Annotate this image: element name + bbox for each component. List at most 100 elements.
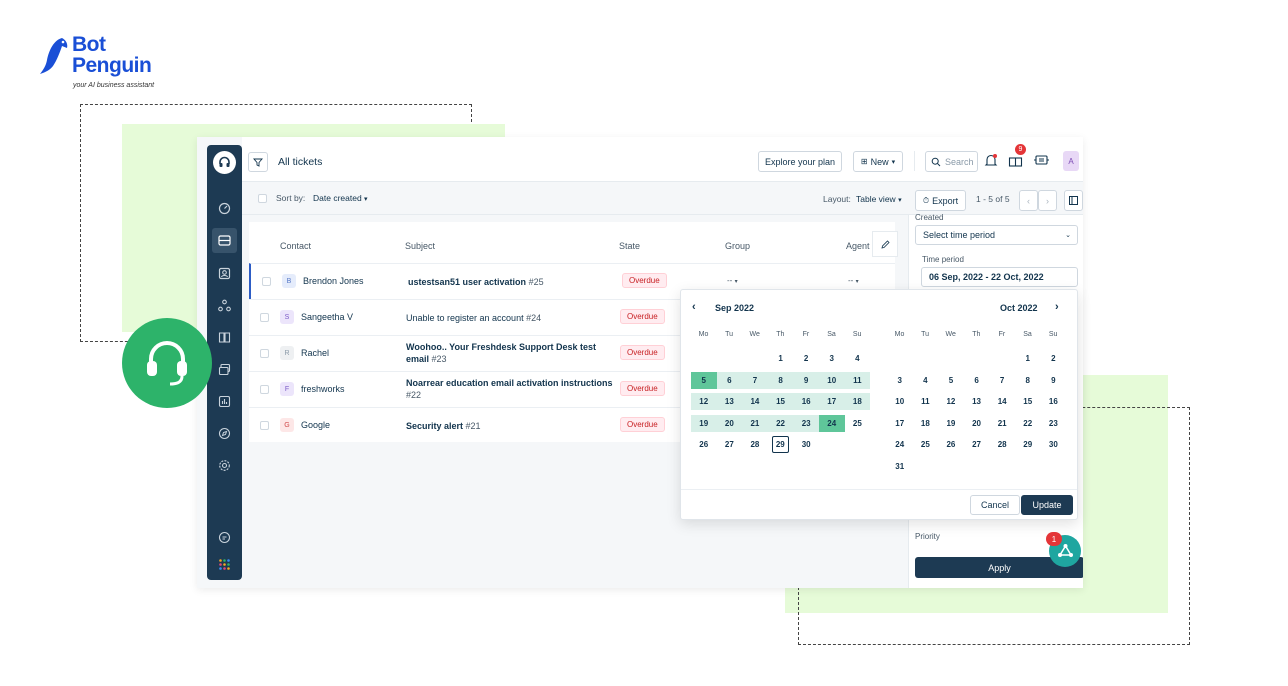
calendar-day[interactable]: 3: [829, 354, 834, 363]
reports-icon[interactable]: [215, 392, 234, 411]
calendar-day[interactable]: 5: [691, 371, 717, 389]
calendar-day[interactable]: 14: [997, 397, 1007, 407]
col-header-state[interactable]: State: [619, 241, 641, 251]
next-month-icon[interactable]: ›: [1055, 301, 1059, 313]
calendar-day[interactable]: 15: [1023, 397, 1033, 407]
calendar-day[interactable]: 1: [1025, 354, 1030, 363]
apps-icon[interactable]: [1033, 153, 1050, 172]
ticket-subject[interactable]: Security alert #21: [406, 420, 621, 432]
calendar-day[interactable]: 17: [895, 418, 905, 428]
calendar-day[interactable]: 17: [819, 393, 845, 411]
calendar-day[interactable]: 10: [895, 397, 905, 407]
col-header-group[interactable]: Group: [725, 241, 751, 251]
calendar-day[interactable]: 21: [997, 418, 1007, 428]
calendar-day[interactable]: 18: [844, 393, 871, 411]
calendar-day[interactable]: 28: [997, 440, 1007, 450]
next-page-button[interactable]: ›: [1038, 190, 1057, 211]
ticket-subject[interactable]: ustestsan51 user activation #25: [408, 276, 623, 288]
export-button[interactable]: ⏱ Export: [915, 190, 966, 211]
calendar-day[interactable]: 29: [771, 436, 789, 454]
calendar-day[interactable]: 16: [793, 393, 819, 411]
ticket-subject[interactable]: Noarrear education email activation inst…: [406, 377, 621, 401]
row-checkbox[interactable]: [260, 385, 269, 394]
calendar-day[interactable]: 30: [1048, 440, 1058, 450]
calendar-day[interactable]: 20: [972, 418, 981, 428]
calendar-day[interactable]: 12: [946, 397, 956, 407]
created-select[interactable]: Select time period ⌄: [915, 225, 1078, 245]
contact-name[interactable]: Sangeetha V: [301, 312, 354, 322]
calendar-day[interactable]: 11: [844, 371, 871, 389]
calendar-day[interactable]: 11: [921, 397, 930, 407]
calendar-day[interactable]: 28: [750, 440, 760, 450]
calendar-day[interactable]: 9: [793, 371, 819, 389]
row-checkbox[interactable]: [260, 349, 269, 358]
row-checkbox[interactable]: [260, 313, 269, 322]
dashboard-icon[interactable]: [215, 199, 234, 218]
calendar-day[interactable]: 7: [742, 371, 768, 389]
calendar-day[interactable]: 8: [1025, 375, 1030, 385]
calendar-day[interactable]: 22: [767, 414, 794, 432]
calendar-day[interactable]: 27: [972, 440, 981, 450]
contacts-icon[interactable]: [215, 264, 234, 283]
calendar-day[interactable]: 1: [778, 354, 783, 363]
notifications-bell-icon[interactable]: [984, 153, 998, 173]
calendar-day[interactable]: 10: [819, 371, 845, 389]
calendar-day[interactable]: 13: [716, 393, 743, 411]
chat-icon[interactable]: [215, 528, 234, 547]
calendar-day[interactable]: 15: [767, 393, 794, 411]
select-all-checkbox[interactable]: [258, 194, 267, 203]
calendar-day[interactable]: 25: [920, 440, 930, 450]
contact-name[interactable]: Rachel: [301, 348, 330, 358]
calendar-day[interactable]: 26: [946, 440, 956, 450]
apps-grid-icon[interactable]: [215, 555, 234, 574]
new-button[interactable]: ⊞ New ▾: [853, 151, 903, 172]
prev-month-icon[interactable]: ‹: [692, 301, 696, 313]
filter-toggle-button[interactable]: [248, 152, 268, 172]
calendar-day[interactable]: 16: [1048, 397, 1058, 407]
calendar-day[interactable]: 24: [895, 440, 905, 450]
update-button[interactable]: Update: [1021, 495, 1073, 515]
col-header-agent[interactable]: Agent: [846, 241, 870, 251]
agent-dropdown[interactable]: -- ▾: [848, 276, 859, 285]
calendar-day[interactable]: 20: [716, 414, 743, 432]
apply-button[interactable]: Apply: [915, 557, 1083, 578]
calendar-day[interactable]: 14: [742, 393, 768, 411]
calendar-day[interactable]: 23: [793, 414, 819, 432]
tickets-icon[interactable]: [212, 228, 237, 253]
calendar-day[interactable]: 24: [819, 414, 845, 432]
calendar-day[interactable]: 8: [767, 371, 794, 389]
calendar-day[interactable]: 19: [691, 414, 717, 432]
row-checkbox[interactable]: [260, 421, 269, 430]
explore-icon[interactable]: [215, 424, 234, 443]
contact-name[interactable]: Google: [301, 420, 331, 430]
time-period-input[interactable]: 06 Sep, 2022 - 22 Oct, 2022: [921, 267, 1078, 287]
freshdesk-logo-icon[interactable]: [213, 151, 236, 174]
calendar-day[interactable]: 5: [948, 375, 954, 385]
forums-icon[interactable]: [215, 360, 234, 379]
sort-dropdown[interactable]: Date created ▾: [313, 193, 368, 203]
user-avatar[interactable]: A: [1063, 151, 1079, 171]
group-dropdown[interactable]: -- ▾: [727, 276, 738, 285]
calendar-day[interactable]: 4: [855, 354, 860, 363]
ticket-subject[interactable]: Unable to register an account #24: [406, 312, 621, 324]
calendar-day[interactable]: 25: [852, 418, 862, 428]
contact-name[interactable]: Brendon Jones: [303, 276, 364, 286]
calendar-day[interactable]: 26: [699, 440, 709, 450]
ticket-subject[interactable]: Woohoo.. Your Freshdesk Support Desk tes…: [406, 341, 621, 365]
contact-name[interactable]: freshworks: [301, 384, 345, 394]
edit-columns-button[interactable]: [872, 231, 898, 257]
calendar-day[interactable]: 27: [724, 440, 734, 450]
calendar-day[interactable]: 9: [1051, 375, 1056, 385]
col-header-contact[interactable]: Contact: [280, 241, 312, 251]
knowledge-base-icon[interactable]: [215, 328, 234, 347]
search-input[interactable]: Search: [925, 151, 978, 172]
explore-plan-button[interactable]: Explore your plan: [758, 151, 842, 172]
prev-page-button[interactable]: ‹: [1019, 190, 1038, 211]
settings-icon[interactable]: [215, 456, 234, 475]
layout-dropdown[interactable]: Table view ▾: [856, 194, 902, 204]
calendar-day[interactable]: 6: [974, 375, 979, 385]
calendar-day[interactable]: 13: [972, 397, 981, 407]
calendar-day[interactable]: 2: [803, 354, 809, 363]
groups-icon[interactable]: [215, 296, 234, 315]
calendar-day[interactable]: 18: [920, 418, 930, 428]
